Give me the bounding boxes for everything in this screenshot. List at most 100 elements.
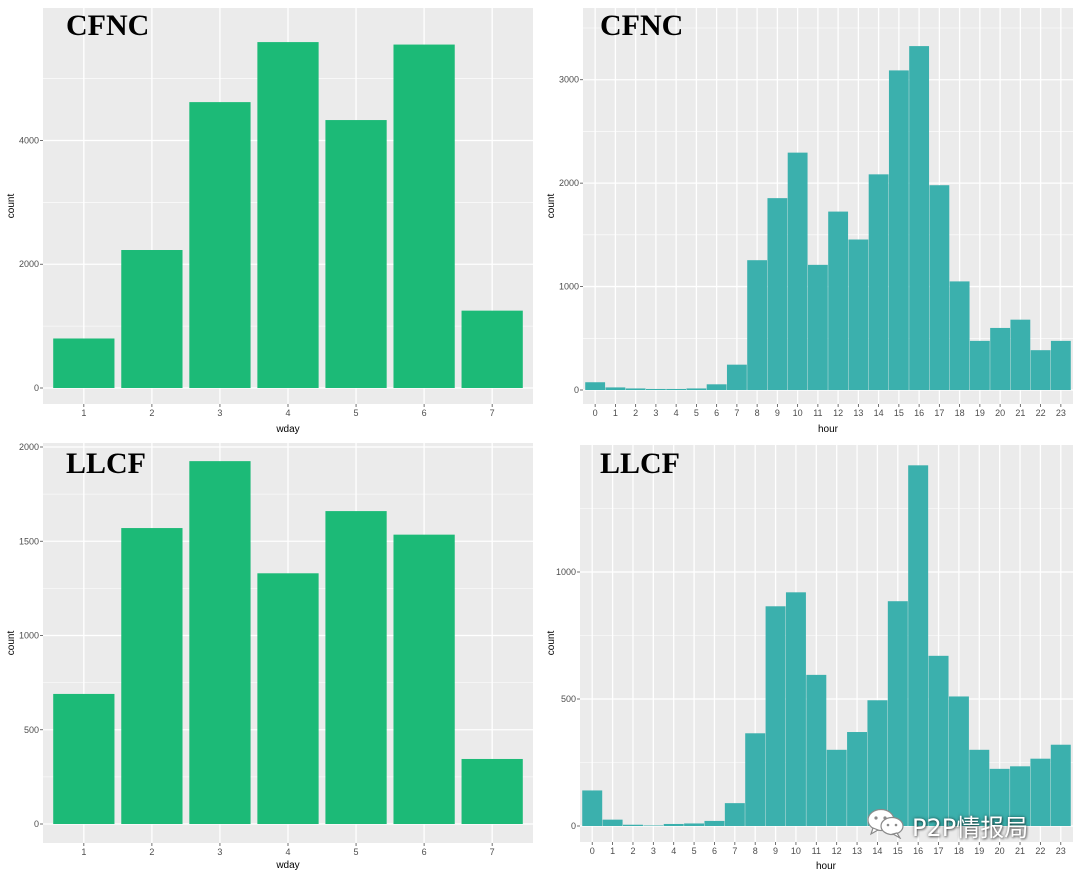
bar [121, 250, 183, 388]
x-tick-label: 17 [934, 408, 944, 418]
x-axis-label: wday [275, 860, 299, 871]
x-tick-label: 12 [832, 846, 842, 856]
bar [787, 152, 808, 390]
bar [765, 606, 786, 826]
x-tick-label: 10 [791, 846, 801, 856]
x-tick-label: 12 [833, 408, 843, 418]
x-axis-label: hour [816, 861, 837, 872]
bar [828, 211, 849, 390]
bar [704, 820, 725, 826]
x-tick-label: 13 [853, 408, 863, 418]
bar [949, 281, 970, 390]
bar [393, 534, 455, 824]
bar [909, 46, 930, 390]
x-tick-label: 3 [651, 846, 656, 856]
x-tick-label: 23 [1056, 408, 1066, 418]
x-tick-label: 5 [692, 846, 697, 856]
bars-layer [582, 465, 1071, 826]
x-tick-label: 7 [490, 408, 495, 418]
x-tick-label: 14 [872, 846, 882, 856]
bar [461, 310, 523, 388]
bar [1050, 340, 1071, 390]
ticks-layer: 0 500 1000 1500 2000 1 2 3 4 5 6 7 [19, 442, 495, 857]
bar [747, 260, 768, 390]
x-tick-label: 14 [874, 408, 884, 418]
chart-llcf-hour: 0 500 1000 0 1 2 3 4 5 6 7 8 9 10 11 12 13 14 15 16 17 18 19 20… [540, 437, 1080, 874]
bar [806, 674, 827, 826]
y-axis-label: count [6, 631, 17, 656]
bar [990, 327, 1011, 390]
x-tick-label: 4 [671, 846, 676, 856]
x-tick-label: 1 [81, 408, 86, 418]
wechat-icon [866, 807, 906, 844]
watermark-text: P2P情报局 [912, 813, 1029, 842]
x-axis-label: hour [818, 424, 839, 435]
x-tick-label: 0 [593, 408, 598, 418]
x-tick-label: 4 [285, 847, 290, 857]
x-tick-label: 5 [694, 408, 699, 418]
chart-llcf-wday: 0 500 1000 1500 2000 1 2 3 4 5 6 7 LLCF wday count [0, 437, 540, 874]
y-tick-label: 3000 [559, 75, 579, 85]
bar [848, 239, 869, 390]
bar [53, 693, 115, 824]
x-tick-label: 0 [590, 846, 595, 856]
y-tick-label: 0 [574, 385, 579, 395]
x-tick-label: 3 [217, 847, 222, 857]
x-tick-label: 6 [712, 846, 717, 856]
y-axis-label: count [546, 194, 557, 219]
bar [585, 382, 606, 390]
chart-svg: 0 500 1000 1500 2000 1 2 3 4 5 6 7 LLCF wday count [6, 442, 533, 871]
bar [767, 198, 788, 390]
bar [867, 700, 888, 826]
x-tick-label: 19 [975, 408, 985, 418]
x-tick-label: 3 [653, 408, 658, 418]
x-tick-label: 21 [1015, 846, 1025, 856]
bar [189, 461, 251, 824]
bar [643, 825, 664, 826]
x-tick-label: 7 [490, 847, 495, 857]
bar [948, 696, 969, 826]
bar [1010, 766, 1031, 826]
bars-layer [53, 461, 523, 824]
x-tick-label: 15 [894, 408, 904, 418]
bar [602, 819, 623, 826]
x-tick-label: 9 [773, 846, 778, 856]
bar [121, 528, 183, 824]
x-tick-label: 9 [775, 408, 780, 418]
x-tick-label: 4 [674, 408, 679, 418]
x-tick-label: 18 [955, 408, 965, 418]
watermark: P2P情报局 [866, 808, 1028, 842]
x-axis-label: wday [275, 424, 299, 435]
bar [706, 384, 727, 390]
x-tick-label: 5 [354, 847, 359, 857]
x-tick-label: 6 [714, 408, 719, 418]
bar [928, 655, 949, 826]
x-tick-label: 5 [354, 408, 359, 418]
y-tick-label: 1500 [19, 536, 39, 546]
x-tick-label: 2 [149, 847, 154, 857]
bar [745, 733, 766, 826]
chart-title: LLCF [600, 447, 680, 480]
x-tick-label: 11 [812, 846, 821, 856]
x-tick-label: 4 [285, 408, 290, 418]
bar [1030, 350, 1051, 390]
x-tick-label: 15 [893, 846, 903, 856]
y-tick-label: 500 [561, 694, 576, 704]
bar [785, 592, 806, 826]
x-tick-label: 7 [734, 408, 739, 418]
y-tick-label: 2000 [559, 178, 579, 188]
bar [908, 465, 929, 826]
bar [684, 823, 705, 826]
bar [1030, 758, 1051, 826]
x-tick-label: 22 [1035, 846, 1045, 856]
x-tick-label: 1 [81, 847, 86, 857]
bars-layer [53, 42, 523, 389]
bar [726, 364, 747, 390]
bar [807, 264, 828, 390]
chart-title: LLCF [66, 447, 146, 480]
x-tick-label: 1 [610, 846, 615, 856]
x-tick-label: 16 [914, 408, 924, 418]
x-tick-label: 22 [1036, 408, 1046, 418]
